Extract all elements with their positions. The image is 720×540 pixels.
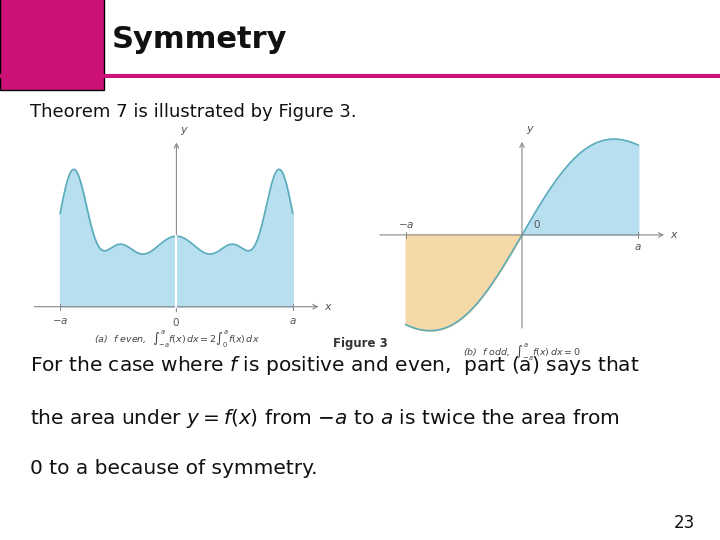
Text: Figure 3: Figure 3 bbox=[333, 338, 387, 350]
Text: (b)  $f$ odd,  $\int_{-a}^{a} f(x)\,dx = 0$: (b) $f$ odd, $\int_{-a}^{a} f(x)\,dx = 0… bbox=[463, 341, 581, 363]
Text: $x$: $x$ bbox=[670, 230, 678, 240]
FancyBboxPatch shape bbox=[0, 0, 104, 90]
Text: For the case where $f$ is positive and even,  part (a) says that: For the case where $f$ is positive and e… bbox=[30, 354, 639, 377]
Text: $a$: $a$ bbox=[634, 241, 642, 252]
Text: $0$: $0$ bbox=[173, 316, 180, 328]
Text: Symmetry: Symmetry bbox=[112, 25, 287, 53]
Text: $-a$: $-a$ bbox=[397, 220, 414, 229]
Text: Theorem 7 is illustrated by Figure 3.: Theorem 7 is illustrated by Figure 3. bbox=[30, 103, 356, 122]
Text: 0 to a because of symmetry.: 0 to a because of symmetry. bbox=[30, 458, 318, 478]
Text: $0$: $0$ bbox=[533, 218, 541, 230]
Text: $a$: $a$ bbox=[289, 316, 297, 326]
Text: $x$: $x$ bbox=[324, 302, 333, 312]
Text: $y$: $y$ bbox=[180, 125, 189, 137]
Text: the area under $y = f(x)$ from $-a$ to $a$ is twice the area from: the area under $y = f(x)$ from $-a$ to $… bbox=[30, 407, 620, 429]
Text: $y$: $y$ bbox=[526, 124, 534, 136]
Text: 23: 23 bbox=[674, 514, 695, 532]
Text: (a)  $f$ even,  $\int_{-a}^{a} f(x)\,dx = 2\int_{0}^{a} f(x)\,dx$: (a) $f$ even, $\int_{-a}^{a} f(x)\,dx = … bbox=[94, 328, 259, 350]
Text: $-a$: $-a$ bbox=[52, 316, 68, 326]
